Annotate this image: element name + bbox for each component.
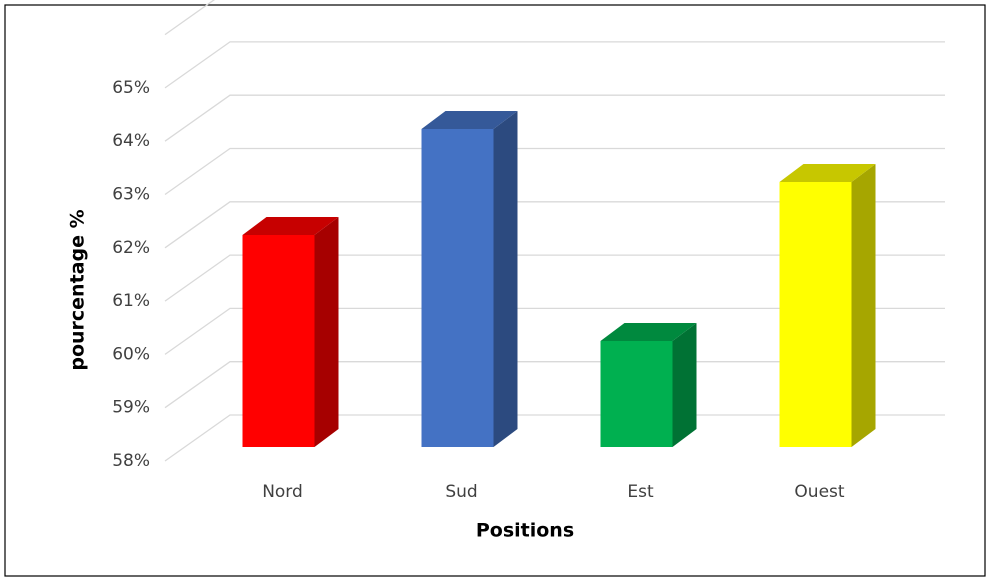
y-tick-label: 61% xyxy=(112,291,150,311)
bar-side xyxy=(314,217,339,447)
grid-line xyxy=(164,94,945,142)
bar-top xyxy=(779,164,876,182)
x-tick-label: Ouest xyxy=(794,482,844,502)
bar-side xyxy=(851,164,876,447)
y-tick-label: 58% xyxy=(112,451,150,471)
y-tick-label: 63% xyxy=(112,185,150,205)
bar xyxy=(600,341,673,447)
y-axis-title: pourcentage % xyxy=(67,209,89,370)
grid-line xyxy=(164,147,945,196)
x-axis-title: Positions xyxy=(476,520,574,542)
grid-line xyxy=(164,361,945,409)
grid-line xyxy=(164,201,945,249)
wall-edge xyxy=(164,0,216,36)
bar-top xyxy=(242,217,339,235)
bar-top xyxy=(600,323,697,341)
grid-line xyxy=(164,254,945,302)
bar xyxy=(242,235,315,447)
y-tick-label: 64% xyxy=(112,131,150,151)
grid-line xyxy=(164,307,945,355)
bar xyxy=(779,182,852,447)
x-tick-label: Sud xyxy=(445,482,477,502)
grid-line xyxy=(164,41,945,89)
bar-side xyxy=(493,111,518,447)
bar-top xyxy=(421,111,518,129)
bar-side xyxy=(672,323,697,447)
y-tick-label: 65% xyxy=(112,78,150,98)
y-tick-label: 60% xyxy=(112,344,150,364)
y-tick-label: 59% xyxy=(112,398,150,418)
x-tick-label: Nord xyxy=(262,482,303,502)
grid-line xyxy=(164,414,945,462)
y-tick-label: 62% xyxy=(112,238,150,258)
x-tick-label: Est xyxy=(627,482,654,502)
bar xyxy=(421,129,494,447)
